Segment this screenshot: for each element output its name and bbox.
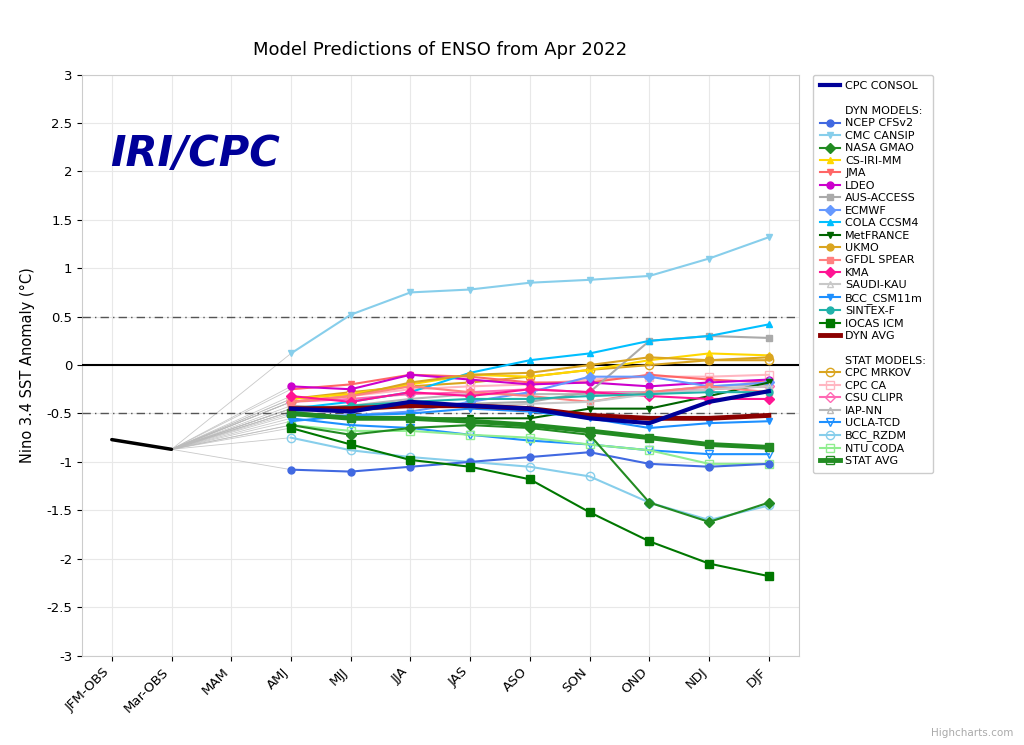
Title: Model Predictions of ENSO from Apr 2022: Model Predictions of ENSO from Apr 2022: [253, 41, 628, 59]
Legend: CPC CONSOL,  , DYN MODELS:, NCEP CFSv2, CMC CANSIP, NASA GMAO, CS-IRI-MM, JMA, L: CPC CONSOL, , DYN MODELS:, NCEP CFSv2, C…: [813, 74, 933, 473]
Text: IRI/CPC: IRI/CPC: [111, 133, 281, 174]
Text: Highcharts.com: Highcharts.com: [932, 728, 1014, 738]
Y-axis label: Nino 3.4 SST Anomaly (°C): Nino 3.4 SST Anomaly (°C): [20, 267, 35, 463]
